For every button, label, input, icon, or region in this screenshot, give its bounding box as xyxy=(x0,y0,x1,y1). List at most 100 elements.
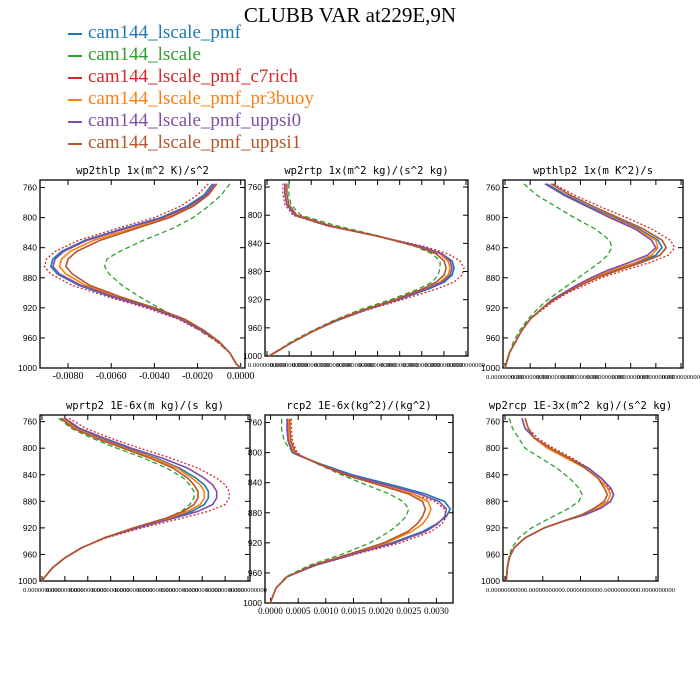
x-tick-label: 0.0000000000 xyxy=(511,374,550,381)
series-line xyxy=(43,183,242,369)
y-tick-label: 760 xyxy=(248,182,262,192)
x-tick-label: 0.0000000000 xyxy=(248,362,287,369)
series-line xyxy=(268,183,447,357)
x-tick-label: 0.0015 xyxy=(341,606,366,616)
series-line xyxy=(269,418,452,604)
y-tick-label: 800 xyxy=(23,213,37,223)
y-tick-label: 960 xyxy=(23,333,37,343)
x-tick-label: 0.0000000000 xyxy=(229,587,268,594)
legend-swatch xyxy=(68,55,82,57)
series-line xyxy=(41,417,199,582)
subplot-title: wp2thlp 1x(m^2 K)/s^2 xyxy=(76,165,209,177)
x-tick-label: 0.0000000000 xyxy=(137,587,176,594)
series-line xyxy=(504,183,663,369)
y-tick-label: 920 xyxy=(248,295,262,305)
subplot-frame xyxy=(39,414,251,582)
y-tick-label: 800 xyxy=(248,210,262,220)
x-tick-label: 0.0000000000 xyxy=(447,362,486,369)
x-tick-label: 0.0000000000 xyxy=(381,362,420,369)
y-tick-label: 800 xyxy=(248,448,262,458)
y-tick-label: 760 xyxy=(486,183,500,193)
y-tick-label: 880 xyxy=(23,496,37,506)
subplot: wp2rcp 1E-3x(m^2 kg)/(s^2 kg) 760 800 840 88… xyxy=(481,400,676,594)
series-line xyxy=(504,183,668,369)
x-tick-label: 0.0000000000 xyxy=(270,362,309,369)
subplot: wp2thlp 1x(m^2 K)/s^2 760 800 840 880 920 960 1… xyxy=(18,165,254,382)
x-tick-label: 0.0000000000 xyxy=(599,587,638,594)
x-tick-label: -0.0060 xyxy=(96,371,127,382)
x-tick-label: 0.0000000000 xyxy=(524,587,563,594)
subplot-title: wpthlp2 1x(m K^2)/s xyxy=(533,165,653,177)
y-tick-label: 800 xyxy=(486,443,500,453)
series-line xyxy=(65,183,242,369)
y-tick-label: 760 xyxy=(248,418,262,428)
x-tick-label: 0.0005 xyxy=(286,606,311,616)
x-tick-label: 0.0000 xyxy=(258,606,283,616)
x-tick-label: 0.0025 xyxy=(396,606,421,616)
x-tick-label: 0.0000000000 xyxy=(336,362,375,369)
x-tick-label: 0.0000000000 xyxy=(425,362,464,369)
series-line xyxy=(52,183,242,369)
legend-swatch xyxy=(68,121,82,123)
x-tick-label: 0.0010 xyxy=(313,606,338,616)
y-tick-label: 760 xyxy=(486,417,500,427)
series-line xyxy=(505,418,583,582)
subplot-title: wprtp2 1E-6x(m kg)/(s kg) xyxy=(66,400,224,412)
series-line xyxy=(268,183,441,357)
subplot-title: wp2rcp 1E-3x(m^2 kg)/(s^2 kg) xyxy=(489,400,672,412)
x-tick-label: 0.0000000000 xyxy=(92,587,131,594)
legend-swatch xyxy=(68,77,82,79)
y-tick-label: 920 xyxy=(486,523,500,533)
y-tick-label: 1000 xyxy=(243,351,262,361)
series-line xyxy=(268,183,453,357)
y-tick-label: 960 xyxy=(486,549,500,559)
y-tick-label: 840 xyxy=(23,470,37,480)
legend-label: cam144_lscale_pmf_c7rich xyxy=(88,66,298,87)
legend-label: cam144_lscale xyxy=(88,44,201,65)
y-tick-label: 1000 xyxy=(243,598,262,608)
y-tick-label: 1000 xyxy=(481,576,500,586)
legend-label: cam144_lscale_pmf_uppsi0 xyxy=(88,110,302,131)
subplot-frame xyxy=(264,179,469,357)
x-tick-label: 0.0000000000 xyxy=(486,374,525,381)
x-tick-label: -0.0080 xyxy=(53,371,84,382)
y-tick-label: 960 xyxy=(486,333,500,343)
subplot: rcp2 1E-6x(kg^2)/(kg^2) 760 800 840 880 920 96… xyxy=(243,400,454,616)
y-tick-label: 880 xyxy=(486,273,500,283)
subplot: wprtp2 1E-6x(m kg)/(s kg) 760 800 840 880 920… xyxy=(18,400,268,594)
y-tick-label: 760 xyxy=(23,417,37,427)
legend-swatch xyxy=(68,143,82,145)
y-tick-label: 960 xyxy=(248,568,262,578)
series-line xyxy=(269,418,448,604)
series-line xyxy=(49,183,242,369)
series-line xyxy=(269,418,448,604)
y-tick-label: 880 xyxy=(248,508,262,518)
x-tick-label: 0.0000000000 xyxy=(314,362,353,369)
x-tick-label: 0.0000000000 xyxy=(69,587,108,594)
x-tick-label: 0.0000000000 xyxy=(206,587,245,594)
figure-title: CLUBB VAR at229E,9N xyxy=(243,3,457,27)
y-tick-label: 960 xyxy=(248,323,262,333)
series-line xyxy=(268,183,465,357)
series-line xyxy=(504,183,613,369)
x-tick-label: 0.0030 xyxy=(424,606,449,616)
x-tick-label: 0.0000000000 xyxy=(561,374,600,381)
series-line xyxy=(58,183,242,369)
x-tick-label: 0.0000 xyxy=(227,371,255,382)
y-tick-label: 960 xyxy=(23,549,37,559)
legend-label: cam144_lscale_pmf_pr3buoy xyxy=(88,88,314,109)
y-tick-label: 840 xyxy=(248,238,262,248)
x-tick-label: 0.0000000000 xyxy=(587,374,626,381)
y-tick-label: 920 xyxy=(23,523,37,533)
x-tick-label: 0.0000000000 xyxy=(562,587,601,594)
subplot-frame xyxy=(39,179,246,369)
y-tick-label: 800 xyxy=(23,443,37,453)
y-tick-label: 880 xyxy=(248,267,262,277)
subplot-frame xyxy=(264,414,454,604)
x-tick-label: 0.0000000000 xyxy=(637,587,676,594)
x-tick-label: 0.0000000000 xyxy=(536,374,575,381)
x-tick-label: 0.0000000000 xyxy=(637,374,676,381)
y-tick-label: 840 xyxy=(486,243,500,253)
legend-label: cam144_lscale_pmf_uppsi1 xyxy=(88,132,302,153)
y-tick-label: 920 xyxy=(248,538,262,548)
